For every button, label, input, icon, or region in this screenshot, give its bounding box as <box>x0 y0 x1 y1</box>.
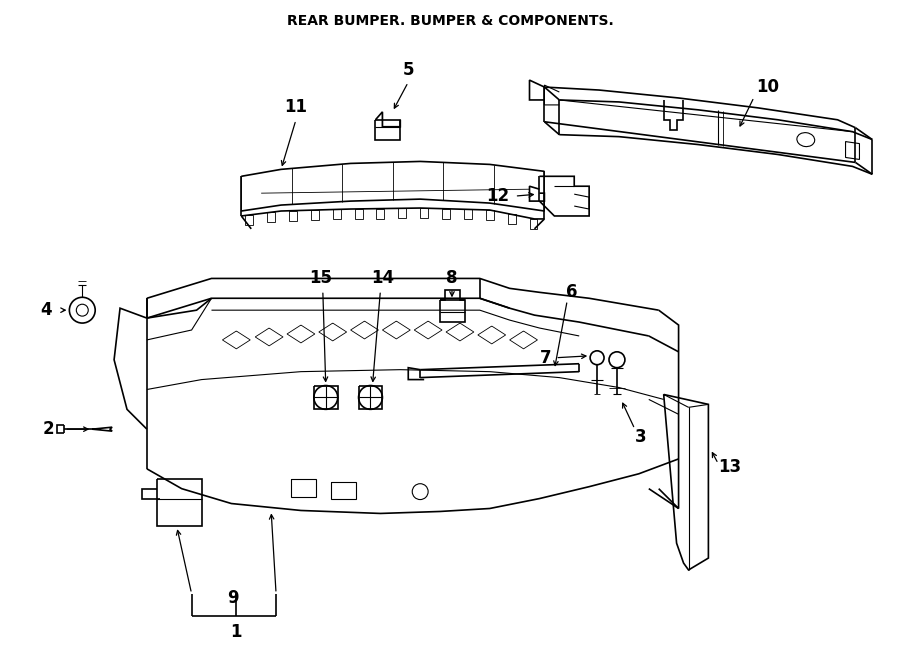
Text: 12: 12 <box>487 187 509 205</box>
Text: 8: 8 <box>446 270 458 288</box>
Text: 4: 4 <box>40 301 52 319</box>
Text: 15: 15 <box>310 270 332 288</box>
Text: 6: 6 <box>566 284 578 301</box>
Text: 2: 2 <box>42 420 54 438</box>
Text: 5: 5 <box>402 61 414 79</box>
Text: 9: 9 <box>228 589 239 607</box>
Text: 13: 13 <box>718 458 742 476</box>
Text: 7: 7 <box>540 349 552 367</box>
Text: 14: 14 <box>371 270 394 288</box>
Text: 1: 1 <box>230 623 242 641</box>
Text: 10: 10 <box>756 78 779 96</box>
Text: REAR BUMPER. BUMPER & COMPONENTS.: REAR BUMPER. BUMPER & COMPONENTS. <box>286 14 614 28</box>
Text: 3: 3 <box>634 428 646 446</box>
Text: 11: 11 <box>284 98 308 116</box>
